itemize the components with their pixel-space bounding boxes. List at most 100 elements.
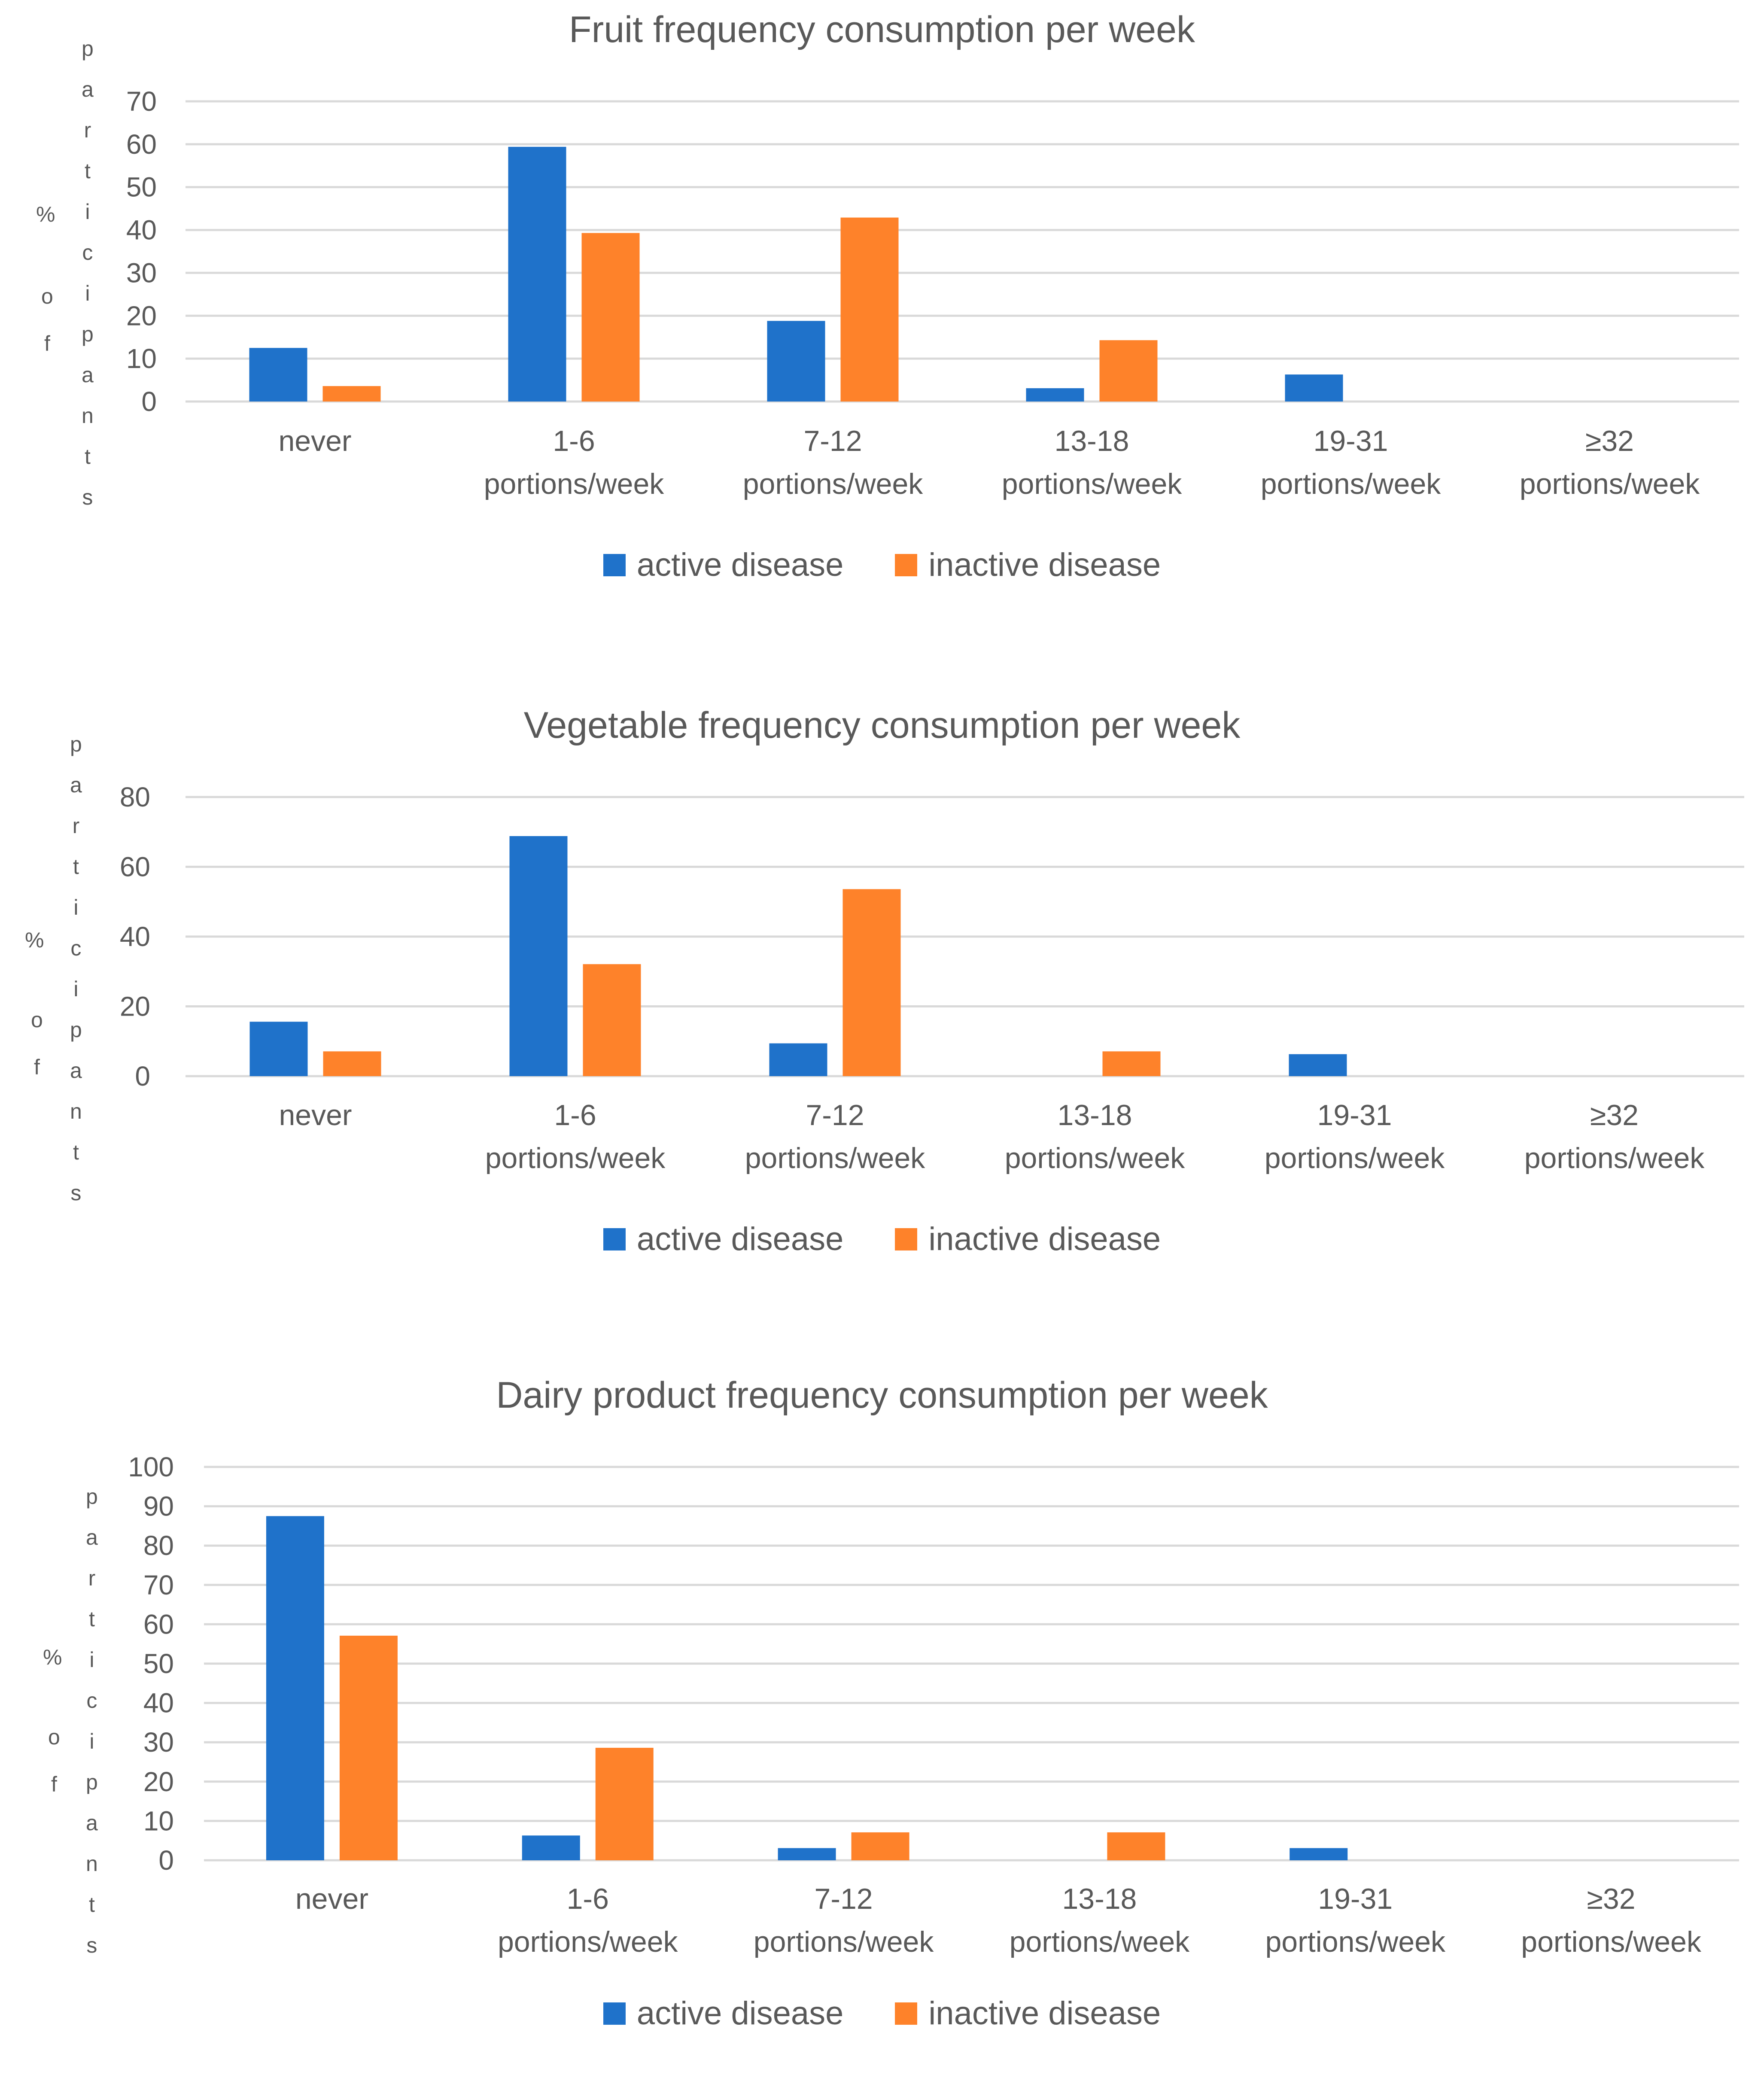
y-axis-label-letter: f	[44, 332, 50, 356]
y-axis-label-percent: %	[43, 1645, 62, 1669]
bar-inactive-disease	[583, 964, 641, 1076]
y-axis-label-letter: i	[85, 200, 90, 224]
y-axis-label-letter: i	[73, 895, 79, 919]
y-axis-label-letter: n	[70, 1099, 82, 1123]
y-tick-label: 0	[135, 1061, 150, 1092]
y-axis-label-letter: p	[70, 732, 82, 756]
y-tick-label: 80	[120, 782, 150, 812]
x-category-label: 13-18	[1062, 1883, 1137, 1915]
bar-inactive-disease	[595, 1748, 654, 1860]
y-axis-label-letter: p	[82, 322, 94, 346]
y-axis-label-letter: s	[82, 485, 93, 509]
dairy-chart-panel: Dairy product frequency consumption per …	[0, 1366, 1764, 2074]
fruit-bar-chart: 0 10 20 30 40 50 60 70 never 1-6 portions/week 7-12…	[126, 86, 1739, 500]
x-category-label: portions/week	[1265, 1926, 1446, 1958]
x-category-label: 13-18	[1058, 1099, 1132, 1132]
bar-active-disease	[1285, 374, 1343, 402]
bar-active-disease	[1026, 388, 1084, 402]
y-axis-label-letter: o	[41, 284, 53, 308]
x-category-label: portions/week	[745, 1142, 926, 1174]
y-axis-label-letter: c	[86, 1689, 97, 1713]
y-tick-label: 50	[126, 172, 157, 203]
y-tick-label: 10	[143, 1805, 174, 1836]
x-category-label: never	[278, 425, 351, 457]
chart-title: Fruit frequency consumption per week	[569, 9, 1195, 50]
bar-active-disease	[508, 146, 566, 402]
x-category-label: ≥32	[1587, 1883, 1636, 1915]
y-axis-label-letter: c	[70, 936, 82, 960]
x-category-label: portions/week	[1261, 468, 1442, 500]
y-axis-label-letter: i	[89, 1648, 94, 1672]
bar-active-disease	[778, 1848, 836, 1860]
bar-active-disease	[1289, 1054, 1347, 1076]
y-axis-label-letter: r	[88, 1566, 96, 1590]
x-category-label: never	[279, 1099, 352, 1132]
x-category-label: ≥32	[1585, 425, 1634, 457]
bar-inactive-disease	[840, 217, 899, 402]
x-category-label: portions/week	[743, 468, 924, 500]
legend-label-inactive: inactive disease	[928, 1995, 1161, 2032]
x-category-label: 19-31	[1317, 1099, 1392, 1132]
bar-active-disease	[522, 1835, 580, 1860]
bar-active-disease	[769, 1043, 827, 1076]
vegetable-chart-panel: Vegetable frequency consumption per week…	[0, 696, 1764, 1331]
y-tick-label: 70	[126, 86, 157, 117]
y-axis-label-letter: i	[89, 1729, 94, 1753]
x-category-label: portions/week	[1524, 1142, 1705, 1174]
y-tick-label: 40	[126, 215, 157, 246]
y-tick-label: 100	[128, 1451, 174, 1482]
legend-swatch-active	[603, 2002, 626, 2025]
bar-active-disease	[249, 1022, 308, 1076]
y-axis-label-letter: c	[82, 240, 93, 265]
x-category-label: 13-18	[1055, 425, 1129, 457]
bar-inactive-disease	[1102, 1051, 1161, 1076]
y-tick-label: 30	[126, 257, 157, 288]
legend-label-active: active disease	[636, 1995, 844, 2032]
legend-item-inactive: inactive disease	[895, 546, 1161, 584]
y-tick-label: 80	[143, 1530, 174, 1561]
x-category-label: portions/week	[1520, 468, 1700, 500]
y-tick-label: 40	[120, 921, 150, 952]
chart-title: Dairy product frequency consumption per …	[496, 1375, 1268, 1416]
legend-swatch-inactive	[895, 554, 918, 576]
y-axis-label-letter: t	[84, 444, 91, 469]
legend-label-inactive: inactive disease	[928, 547, 1161, 583]
bar-inactive-disease	[339, 1635, 398, 1860]
legend-swatch-active	[603, 554, 626, 576]
bar-inactive-disease	[323, 1051, 381, 1076]
y-axis-label-letter: a	[82, 77, 94, 101]
bar-inactive-disease	[1099, 340, 1158, 402]
bar-inactive-disease	[1107, 1832, 1165, 1860]
y-axis-label-letter: p	[86, 1485, 98, 1509]
x-category-label: portions/week	[484, 468, 665, 500]
x-category-label: portions/week	[1265, 1142, 1445, 1174]
y-axis-label-letter: n	[82, 404, 94, 428]
x-category-label: 19-31	[1318, 1883, 1393, 1915]
y-axis-label-letter: i	[73, 977, 79, 1001]
legend-swatch-inactive	[895, 2002, 918, 2025]
y-tick-label: 0	[158, 1845, 174, 1876]
y-axis-label-letter: f	[51, 1772, 57, 1796]
y-axis-label-letter: r	[84, 118, 91, 142]
y-tick-label: 0	[141, 386, 157, 417]
y-tick-label: 50	[143, 1648, 174, 1679]
legend-label-active: active disease	[636, 547, 844, 583]
legend: active disease inactive disease	[0, 546, 1764, 584]
y-tick-label: 10	[126, 343, 157, 374]
legend-swatch-active	[603, 1228, 626, 1250]
y-axis-label-letter: p	[86, 1770, 98, 1794]
y-axis-label-letter: s	[70, 1181, 82, 1205]
y-axis-label-letter: t	[88, 1892, 95, 1917]
x-category-label: ≥32	[1590, 1099, 1639, 1132]
chart-title: Vegetable frequency consumption per week	[523, 705, 1241, 746]
y-axis-label-letter: o	[48, 1725, 60, 1749]
x-category-label: 19-31	[1314, 425, 1388, 457]
bar-active-disease	[767, 321, 825, 402]
x-category-label: portions/week	[498, 1926, 678, 1958]
y-axis-label-letter: f	[33, 1055, 40, 1079]
